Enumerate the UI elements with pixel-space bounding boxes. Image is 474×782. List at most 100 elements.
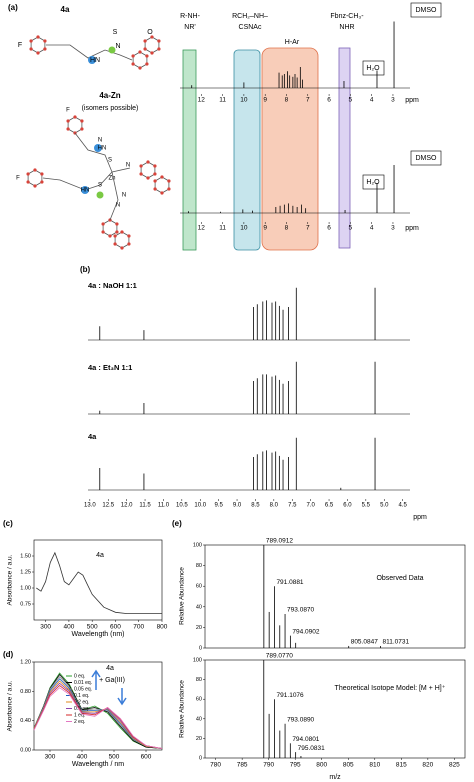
plot-frame bbox=[33, 539, 163, 621]
x-tick-label: 7.5 bbox=[288, 503, 297, 509]
peak-label: 791.1076 bbox=[277, 692, 304, 699]
x-tick-label: 800 bbox=[316, 762, 327, 769]
y-tick-label: 100 bbox=[193, 542, 202, 548]
x-tick-label: 4 bbox=[370, 225, 374, 232]
x-tick-label: 3 bbox=[391, 225, 395, 232]
x-tick-label: 600 bbox=[141, 754, 152, 761]
atom bbox=[153, 164, 157, 168]
annotation: H-Ar bbox=[285, 39, 300, 46]
atom bbox=[139, 164, 143, 168]
series-line bbox=[36, 551, 162, 614]
atom-highlight bbox=[88, 56, 96, 64]
atom bbox=[113, 234, 117, 238]
x-tick-label: 12 bbox=[198, 97, 206, 104]
x-axis-label: ppm bbox=[405, 97, 419, 104]
y-tick-label: 20 bbox=[196, 736, 202, 742]
x-tick-label: 810 bbox=[369, 762, 380, 769]
atom-label: S bbox=[113, 29, 118, 36]
annotation: CSNAc bbox=[239, 24, 262, 31]
atom bbox=[143, 47, 147, 51]
peak-label: 789.0912 bbox=[266, 538, 293, 545]
x-tick-label: 600 bbox=[110, 624, 121, 631]
x-tick-label: 795 bbox=[290, 762, 301, 769]
ring bbox=[30, 36, 46, 54]
annotation: + Ga(III) bbox=[99, 677, 125, 684]
ring bbox=[154, 176, 170, 194]
atom bbox=[66, 127, 70, 131]
plot-frame bbox=[204, 659, 466, 759]
x-tick-label: 400 bbox=[77, 754, 88, 761]
x-tick-label: 6.0 bbox=[343, 503, 352, 509]
annotation: RCH₂–NH– bbox=[232, 13, 268, 20]
annotation: Theoretical Isotope Model: [M + H]⁺ bbox=[335, 685, 446, 692]
x-tick-label: 785 bbox=[237, 762, 248, 769]
ring bbox=[132, 51, 148, 69]
bond bbox=[46, 44, 133, 61]
region-box bbox=[338, 47, 351, 249]
atom-label: HN bbox=[98, 146, 107, 152]
x-tick-label: 800 bbox=[157, 624, 168, 631]
legend-label: 0.01 eq. bbox=[74, 680, 92, 686]
atom bbox=[80, 127, 84, 131]
legend-label: 0 eq. bbox=[74, 673, 85, 679]
molecule-note: (isomers possible) bbox=[82, 105, 139, 112]
atom bbox=[153, 187, 157, 191]
atom bbox=[150, 35, 154, 39]
legend-label: 0.2 eq. bbox=[74, 699, 89, 705]
atom bbox=[157, 47, 161, 51]
y-tick-label: 40 bbox=[196, 716, 202, 722]
y-axis-label: Absorbance / a.u. bbox=[7, 554, 14, 605]
x-tick-label: 9.5 bbox=[214, 503, 223, 509]
panel-label: (b) bbox=[80, 265, 91, 274]
atom bbox=[115, 230, 119, 234]
molecule-name: 4a bbox=[61, 5, 70, 14]
panel-label: (c) bbox=[3, 519, 13, 528]
atom-label: F bbox=[18, 42, 22, 49]
peak-label: 811.0731 bbox=[382, 639, 409, 646]
x-tick-label: 9 bbox=[263, 97, 267, 104]
atom bbox=[127, 242, 131, 246]
x-axis-label: ppm bbox=[405, 225, 419, 232]
atom bbox=[153, 179, 157, 183]
x-axis-label: Wavelength (nm) bbox=[71, 631, 124, 638]
x-tick-label: 5.5 bbox=[362, 503, 371, 509]
y-axis-label: Relative Abundance bbox=[179, 567, 186, 625]
x-axis-label: m/z bbox=[329, 774, 341, 781]
x-tick-label: 5 bbox=[349, 225, 353, 232]
x-tick-label: 6.5 bbox=[325, 503, 334, 509]
peak-label: 805.0847 bbox=[351, 639, 378, 646]
x-tick-label: 10.0 bbox=[194, 503, 206, 509]
x-tick-label: 805 bbox=[343, 762, 354, 769]
plot-frame bbox=[33, 661, 163, 751]
x-tick-label: 500 bbox=[87, 624, 98, 631]
x-tick-label: 9 bbox=[263, 225, 267, 232]
atom bbox=[115, 222, 119, 226]
atom-label: F bbox=[66, 108, 70, 114]
y-tick-label: 40 bbox=[196, 604, 202, 610]
ring bbox=[27, 169, 43, 187]
atom bbox=[113, 242, 117, 246]
y-tick-label: 0.75 bbox=[20, 601, 31, 607]
x-tick-label: 10.5 bbox=[176, 503, 188, 509]
x-tick-label: 6 bbox=[327, 225, 331, 232]
x-tick-label: 300 bbox=[40, 624, 51, 631]
annotation: 4a bbox=[96, 552, 104, 559]
bond bbox=[42, 132, 131, 221]
atom bbox=[80, 119, 84, 123]
y-axis-label: Relative Abundance bbox=[179, 680, 186, 738]
atom bbox=[167, 179, 171, 183]
label-box bbox=[410, 2, 442, 18]
x-tick-label: 9.0 bbox=[233, 503, 242, 509]
atom-label: Zn bbox=[108, 176, 115, 182]
atom-label: N bbox=[116, 203, 120, 209]
series-line bbox=[33, 687, 163, 749]
x-tick-label: 700 bbox=[133, 624, 144, 631]
arrow bbox=[117, 688, 127, 706]
annotation: DMSO bbox=[416, 7, 438, 14]
x-tick-label: 12.5 bbox=[102, 503, 114, 509]
label-box bbox=[362, 60, 385, 76]
x-tick-label: 780 bbox=[210, 762, 221, 769]
atom bbox=[43, 39, 47, 43]
x-tick-label: 5.0 bbox=[380, 503, 389, 509]
